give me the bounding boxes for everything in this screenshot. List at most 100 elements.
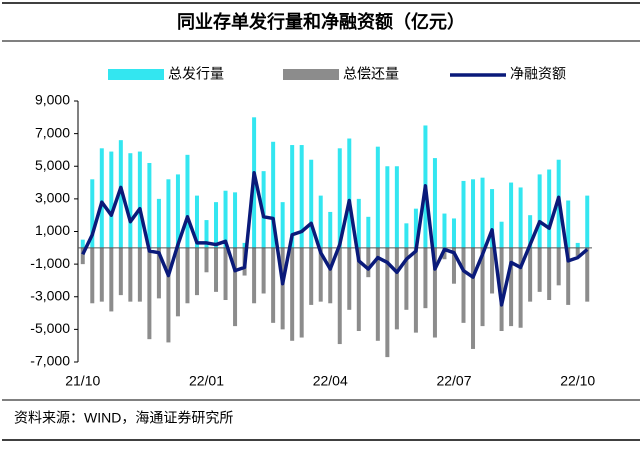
legend-label: 总发行量	[168, 66, 224, 82]
bar	[347, 138, 352, 248]
bar	[137, 247, 142, 302]
y-tick-label: 3,000	[35, 190, 70, 206]
bar	[356, 247, 361, 332]
bar	[337, 148, 342, 248]
bar	[318, 247, 323, 302]
bar	[261, 247, 266, 294]
source-note: 资料来源：WIND，海通证券研究所	[14, 410, 233, 426]
bar	[328, 211, 333, 248]
bar	[318, 195, 323, 248]
bar	[166, 179, 171, 248]
bar	[109, 247, 114, 312]
bar	[518, 247, 523, 328]
bar	[175, 247, 180, 317]
bar	[194, 247, 199, 296]
bar	[214, 247, 219, 292]
y-tick-label: -1,000	[30, 255, 70, 271]
bar	[99, 247, 104, 302]
y-tick-label: -7,000	[30, 353, 70, 369]
bar	[299, 145, 304, 248]
bar	[366, 247, 371, 278]
bar	[137, 151, 142, 248]
bar	[366, 216, 371, 248]
bar	[80, 247, 85, 265]
bar	[194, 195, 199, 248]
bar	[451, 218, 456, 248]
bar	[356, 198, 361, 248]
bar	[461, 180, 466, 248]
y-tick-label: 1,000	[35, 222, 70, 238]
bar	[185, 154, 190, 248]
bar	[451, 247, 456, 284]
y-tick-label: 9,000	[35, 92, 70, 108]
bar	[432, 158, 437, 248]
bar	[518, 187, 523, 248]
bar	[99, 148, 104, 248]
bar	[185, 247, 190, 304]
bar	[271, 247, 276, 323]
bar	[566, 200, 571, 248]
bar	[328, 247, 333, 304]
bar	[214, 202, 219, 248]
bar	[385, 247, 390, 358]
bar	[156, 247, 161, 299]
bar	[404, 247, 409, 310]
bar	[309, 159, 314, 248]
bar	[290, 247, 295, 341]
bar	[413, 208, 418, 248]
bar	[280, 202, 285, 248]
bar	[118, 247, 123, 296]
bar	[166, 247, 171, 343]
bar	[204, 247, 209, 273]
bar	[128, 247, 133, 302]
y-tick-label: -3,000	[30, 287, 70, 303]
bar	[509, 247, 514, 327]
bar	[204, 220, 209, 248]
x-tick-label: 22/07	[436, 373, 471, 389]
bar	[90, 179, 95, 248]
bar	[375, 146, 380, 248]
bar	[385, 166, 390, 248]
bar	[242, 242, 247, 248]
bar	[471, 247, 476, 349]
y-tick-label: -5,000	[30, 320, 70, 336]
bar	[147, 162, 152, 248]
bar	[233, 192, 238, 248]
bar	[547, 169, 552, 248]
bar	[499, 221, 504, 248]
bar	[337, 247, 342, 345]
bar	[299, 247, 304, 338]
bar	[509, 182, 514, 248]
bar	[490, 189, 495, 248]
bar	[547, 247, 552, 301]
x-tick-label: 22/10	[560, 373, 595, 389]
bar	[480, 177, 485, 248]
legend-label: 总偿还量	[343, 66, 399, 82]
bar	[394, 247, 399, 330]
bar	[80, 239, 85, 248]
bar	[271, 141, 276, 248]
bar	[432, 247, 437, 338]
bar	[528, 215, 533, 248]
bar	[175, 174, 180, 248]
bar	[537, 174, 542, 248]
legend-swatch	[283, 69, 339, 80]
bar	[528, 247, 533, 302]
bar	[413, 247, 418, 333]
bar	[566, 247, 571, 305]
bar	[471, 179, 476, 248]
bar	[109, 151, 114, 248]
legend-label: 净融资额	[510, 66, 566, 82]
bar	[375, 247, 380, 341]
bar	[556, 247, 561, 286]
bar	[156, 198, 161, 248]
bar	[233, 247, 238, 327]
bar	[394, 166, 399, 248]
x-tick-label: 21/10	[65, 373, 100, 389]
bar	[128, 153, 133, 248]
bar	[575, 242, 580, 248]
bar	[499, 247, 504, 332]
bar	[423, 247, 428, 309]
x-tick-label: 22/04	[313, 373, 348, 389]
bar	[490, 247, 495, 294]
